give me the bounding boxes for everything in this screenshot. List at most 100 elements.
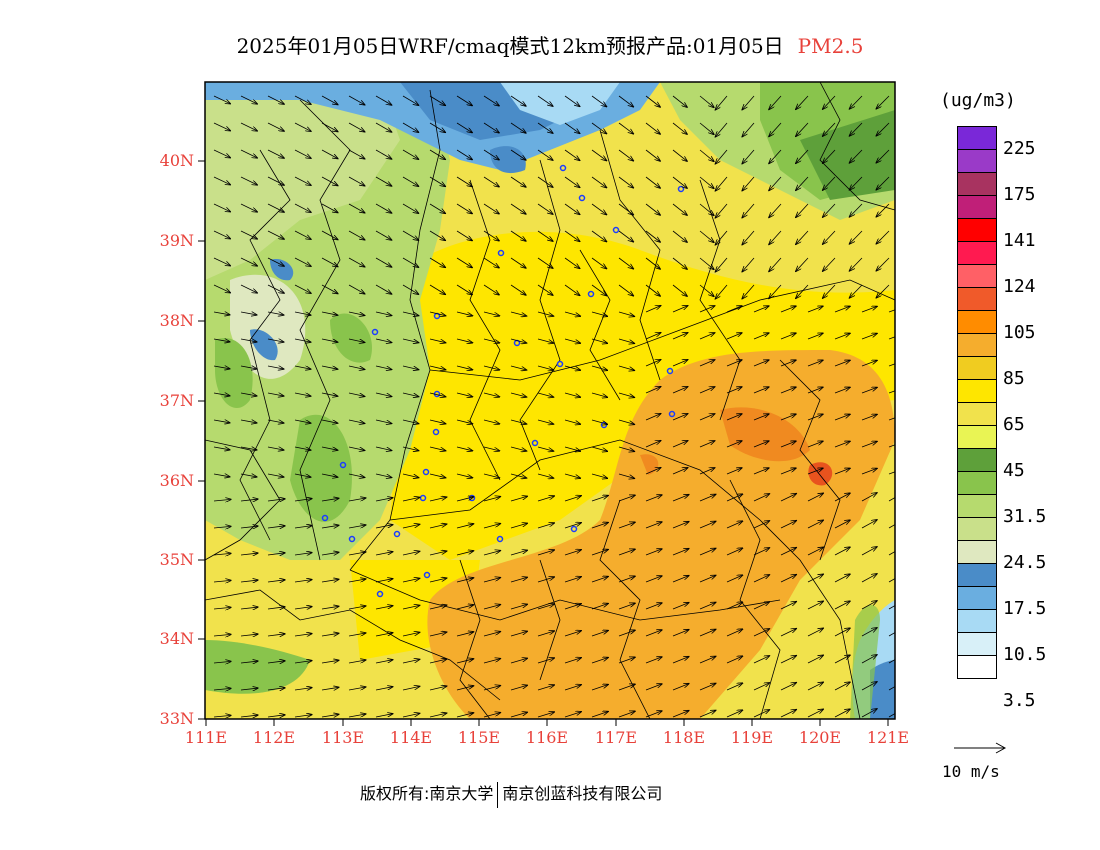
- wind-arrow: [321, 606, 339, 609]
- wind-arrow: [510, 230, 526, 241]
- wind-arrow: [402, 605, 420, 610]
- wind-arrow: [726, 521, 743, 529]
- wind-arrow: [348, 498, 366, 502]
- copyright-text: 版权所有:南京大学: [360, 784, 494, 803]
- wind-arrow: [564, 604, 581, 610]
- wind-arrow: [591, 284, 607, 296]
- wind-arrow: [591, 257, 607, 269]
- wind-arrow: [699, 360, 715, 367]
- wind-arrow: [240, 526, 258, 528]
- wind-arrow: [375, 311, 392, 316]
- wind-arrow: [861, 360, 877, 367]
- wind-arrow: [807, 709, 823, 718]
- wind-arrow: [888, 336, 895, 340]
- wind-arrow: [321, 284, 338, 294]
- wind-arrow: [213, 284, 230, 293]
- wind-arrow: [348, 419, 365, 423]
- wind-arrow: [267, 661, 285, 663]
- wind-arrow: [267, 474, 284, 477]
- wind-arrow: [456, 203, 472, 214]
- lat-label: 35N: [159, 550, 194, 569]
- wind-arrow: [807, 360, 823, 367]
- wind-arrow: [294, 338, 311, 342]
- wind-arrow: [348, 149, 365, 159]
- wind-arrow: [429, 122, 445, 132]
- wind-arrow: [823, 230, 836, 244]
- wind-arrow: [591, 392, 607, 397]
- wind-arrow: [796, 176, 809, 190]
- wind-arrow: [645, 711, 662, 718]
- wind-arrow: [537, 419, 554, 424]
- wind-arrow: [564, 311, 580, 316]
- wind-arrow: [699, 306, 715, 313]
- wind-arrow: [672, 122, 687, 134]
- wind-arrow: [510, 577, 527, 583]
- wind-arrow: [726, 629, 743, 637]
- wind-arrow: [294, 634, 312, 636]
- wind-arrow: [823, 257, 836, 271]
- wind-arrow: [375, 419, 392, 424]
- wind-arrow: [672, 522, 689, 529]
- wind-arrow: [861, 709, 877, 718]
- wind-arrow: [510, 496, 527, 502]
- wind-arrow: [267, 715, 285, 717]
- wind-arrow: [591, 95, 607, 107]
- wind-arrow: [267, 95, 284, 104]
- wind-arrow: [456, 659, 474, 664]
- wind-arrow: [456, 497, 474, 502]
- wind-arrow: [861, 333, 877, 340]
- wind-arrow: [796, 230, 809, 244]
- wind-arrow: [564, 122, 580, 133]
- colorbar-swatch: [958, 633, 996, 656]
- wind-arrow: [780, 548, 796, 556]
- wind-arrow: [564, 419, 580, 424]
- wind-arrow: [564, 149, 580, 160]
- wind-arrow: [591, 176, 607, 188]
- wind-arrow: [510, 203, 526, 214]
- wind-arrow: [672, 284, 687, 296]
- wind-arrow: [267, 580, 285, 582]
- wind-arrow: [429, 446, 446, 451]
- wind-arrow: [321, 149, 338, 159]
- lat-label: 36N: [159, 471, 194, 490]
- wind-arrow: [861, 547, 877, 556]
- wind-arrow: [769, 257, 782, 271]
- lon-label: 114E: [389, 728, 433, 747]
- wind-arrow: [456, 257, 472, 268]
- wind-arrow: [240, 312, 257, 315]
- wind-arrow: [564, 631, 581, 637]
- colorbar-swatch: [958, 357, 996, 380]
- wind-arrow: [402, 551, 420, 556]
- wind-arrow: [510, 712, 527, 718]
- wind-arrow: [834, 414, 850, 421]
- wind-arrow: [780, 521, 796, 529]
- wind-arrow: [537, 446, 554, 451]
- colorbar-swatch: [958, 265, 996, 288]
- wind-arrow: [888, 632, 895, 637]
- wind-arrow: [564, 365, 580, 370]
- wind-arrow: [321, 338, 338, 342]
- wind-arrow: [537, 392, 554, 397]
- colorbar-label: 85: [1003, 368, 1025, 389]
- wind-arrow: [348, 203, 365, 213]
- wind-arrow: [564, 658, 581, 664]
- wind-arrow: [753, 629, 769, 637]
- colorbar-swatch: [958, 495, 996, 518]
- wind-arrow: [807, 682, 823, 691]
- wind-arrow: [267, 176, 284, 185]
- wind-arrow: [483, 632, 500, 637]
- wind-arrow: [321, 365, 338, 369]
- wind-arrow: [591, 365, 607, 370]
- wind-arrow: [429, 257, 445, 267]
- wind-arrow: [375, 552, 393, 556]
- wind-arrow: [240, 95, 257, 104]
- wind-arrow: [591, 550, 608, 556]
- wind-arrow: [699, 149, 714, 161]
- wind-arrow: [861, 628, 877, 637]
- wind-arrow: [348, 176, 365, 186]
- wind-arrow: [537, 712, 554, 718]
- wind-arrow: [402, 311, 419, 316]
- wind-arrow: [591, 230, 607, 242]
- wind-arrow: [402, 149, 419, 159]
- wind-arrow: [267, 122, 284, 131]
